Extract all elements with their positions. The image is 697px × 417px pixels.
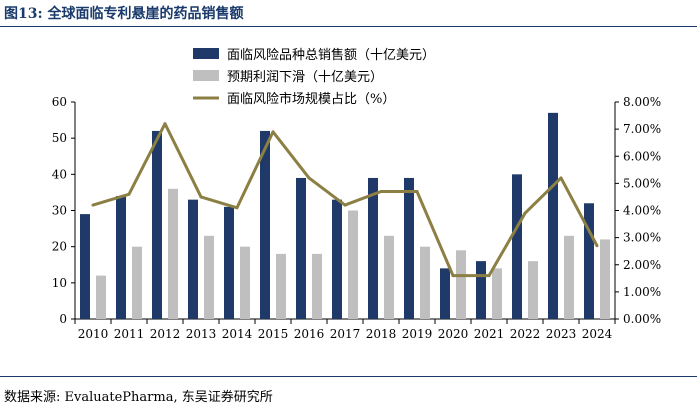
axes: 0 10 20 30 40 50 60 0.00% 1.00% 2.00% 3.00% 4.00% 5.… [52, 95, 661, 341]
left-tick-label: 60 [52, 95, 67, 109]
total-sales-bar [368, 177, 378, 319]
market-share-point [271, 130, 275, 134]
total-sales-bar [332, 199, 342, 319]
x-tick-label: 2019 [402, 327, 433, 341]
left-tick-label: 40 [52, 167, 67, 181]
total-sales-bar [404, 177, 414, 319]
right-tick-label: 4.00% [623, 204, 661, 218]
title-divider [0, 26, 697, 27]
profit-decline-bar [96, 275, 106, 319]
x-tick-label: 2015 [258, 327, 289, 341]
left-tick-label: 20 [52, 240, 67, 254]
right-tick-label: 8.00% [623, 95, 661, 109]
market-share-point [163, 122, 167, 126]
right-tick-label: 0.00% [623, 312, 661, 326]
legend-label: 面临风险品种总销售额（十亿美元） [227, 47, 435, 63]
source-note: 数据来源: EvaluatePharma, 东吴证券研究所 [4, 390, 273, 405]
total-sales-bar [440, 268, 450, 319]
x-tick-label: 2021 [474, 327, 505, 341]
footer-divider [0, 376, 697, 377]
total-sales-bar [116, 196, 126, 319]
market-share-point [379, 190, 383, 194]
profit-decline-bar [240, 246, 250, 319]
market-share-point [487, 274, 491, 278]
total-sales-bar [152, 130, 162, 319]
legend-label: 预期利润下滑（十亿美元） [227, 70, 383, 85]
profit-decline-bar [600, 239, 610, 319]
total-sales-bar [80, 214, 90, 319]
patent-cliff-chart: 面临风险品种总销售额（十亿美元） 预期利润下滑（十亿美元） 面临风险市场规模占比（%… [52, 47, 661, 341]
legend-swatch [193, 48, 219, 59]
profit-decline-bar [564, 235, 574, 319]
profit-decline-bar [492, 268, 502, 319]
x-tick-label: 2020 [438, 327, 469, 341]
x-tick-label: 2014 [222, 327, 253, 341]
total-sales-bar [476, 261, 486, 319]
total-sales-bar [512, 174, 522, 319]
x-tick-label: 2016 [294, 327, 325, 341]
x-tick-label: 2023 [546, 327, 577, 341]
total-sales-bar [260, 130, 270, 319]
x-tick-label: 2018 [366, 327, 397, 341]
legend-label: 面临风险市场规模占比（%） [227, 91, 395, 107]
market-share-point [199, 195, 203, 199]
profit-decline-bar [132, 246, 142, 319]
profit-decline-bar [312, 253, 322, 319]
x-tick-label: 2012 [150, 327, 181, 341]
profit-decline-bar [384, 235, 394, 319]
profit-decline-bar [348, 210, 358, 319]
market-share-point [343, 203, 347, 207]
profit-decline-bar [528, 261, 538, 319]
left-tick-label: 50 [52, 131, 67, 145]
profit-decline-bar [204, 235, 214, 319]
market-share-point [127, 192, 131, 196]
market-share-point [595, 244, 599, 248]
legend-swatch [193, 70, 219, 81]
x-tick-label: 2022 [510, 327, 541, 341]
x-tick-label: 2017 [330, 327, 361, 341]
right-tick-label: 3.00% [623, 231, 661, 245]
market-share-point [91, 203, 95, 207]
total-sales-bar [584, 203, 594, 319]
market-share-point [235, 206, 239, 210]
profit-decline-bar [420, 246, 430, 319]
market-share-point [307, 176, 311, 180]
x-tick-label: 2011 [114, 327, 145, 341]
market-share-point [559, 176, 563, 180]
total-sales-bar [296, 177, 306, 319]
left-tick-label: 10 [52, 276, 67, 290]
total-sales-bar [188, 199, 198, 319]
figure-title: 图13: 全球面临专利悬崖的药品销售额 [4, 6, 244, 22]
legend: 面临风险品种总销售额（十亿美元） 预期利润下滑（十亿美元） 面临风险市场规模占比（%… [193, 47, 435, 107]
right-tick-label: 2.00% [623, 258, 661, 272]
total-sales-bar [548, 112, 558, 319]
left-tick-label: 0 [59, 312, 67, 326]
x-tick-label: 2013 [186, 327, 217, 341]
x-tick-label: 2024 [582, 327, 613, 341]
profit-decline-bar [168, 188, 178, 319]
total-sales-bar [224, 206, 234, 319]
profit-decline-bar [276, 253, 286, 319]
right-tick-label: 5.00% [623, 176, 661, 190]
profit-decline-bar [456, 250, 466, 319]
bars [80, 112, 610, 319]
share-line [91, 122, 599, 278]
right-tick-label: 7.00% [623, 122, 661, 136]
market-share-point [415, 190, 419, 194]
right-tick-label: 6.00% [623, 149, 661, 163]
market-share-point [523, 211, 527, 215]
left-tick-label: 30 [52, 204, 67, 218]
x-tick-label: 2010 [78, 327, 109, 341]
right-tick-label: 1.00% [623, 285, 661, 299]
market-share-point [451, 274, 455, 278]
